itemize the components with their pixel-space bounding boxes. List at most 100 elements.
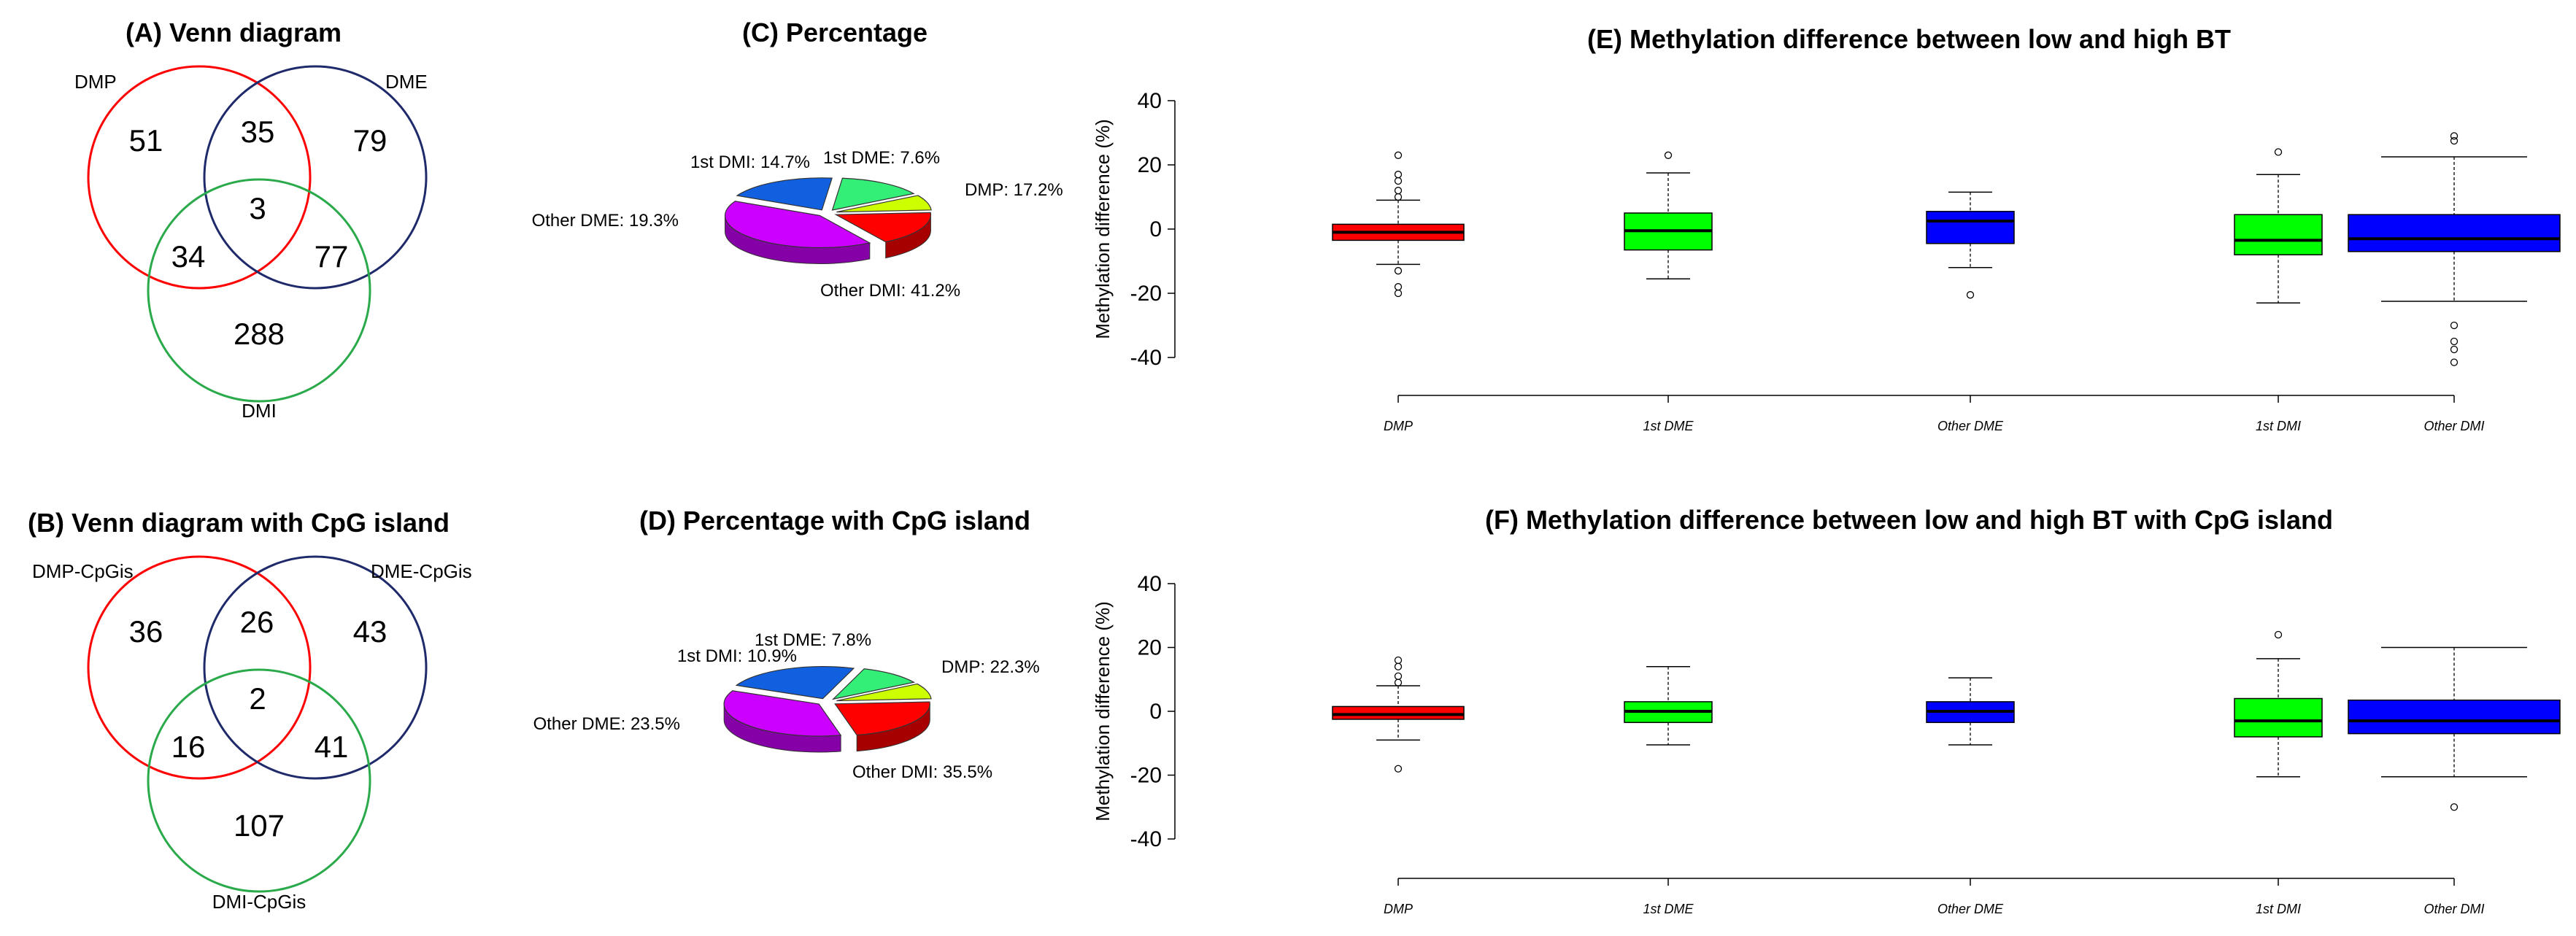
outlier-e-5-4 [2450,337,2459,346]
pie-c-label-1: DMP: 17.2% [965,180,1063,200]
venn-a-set-label-2: DME [385,71,428,93]
outlier-f-1-1 [1394,656,1403,665]
outlier-e-5-2 [2450,136,2459,145]
venn-diagram-b: (B) Venn diagram with CpG island DMP-CpG… [28,508,472,913]
box-f-3: Other DME [1926,677,2015,916]
x-category-label-e-3: Other DME [1937,419,2004,433]
y-axis-title-e: Methylation difference (%) [1092,119,1114,339]
venn-a-circle-3 [147,178,371,403]
x-category-label-e-2: 1st DME [1643,419,1694,433]
venn-b-count-1-3: 16 [171,730,206,764]
venn-a-count-center: 3 [249,191,266,225]
venn-b-circle-3 [147,668,371,893]
outlier-e-5-3 [2450,321,2459,330]
venn-b-count-only1: 36 [129,614,163,649]
pie-c-slice-5 [836,195,932,213]
venn-a-count-only2: 79 [353,123,387,158]
outlier-f-1-5 [1394,765,1403,773]
y-tick-label-f-3: 20 [1138,636,1162,660]
pie-d-label-4: 1st DMI: 10.9% [677,646,797,666]
pie-d-slice-2 [723,690,842,753]
pie-c-slice-2 [725,201,871,264]
outlier-e-1-1 [1394,151,1403,159]
venn-b-count-only3: 107 [234,808,285,843]
panel-c-title: (C) Percentage [742,18,928,47]
pie-d-label-1: DMP: 22.3% [941,657,1040,677]
x-category-label-f-4: 1st DMI [2256,902,2301,916]
box-e-3: Other DME [1926,191,2015,433]
pie-c-label-4: 1st DMI: 14.7% [690,152,810,172]
outlier-e-1-7 [1394,283,1403,291]
venn-a-circle-1 [87,65,312,290]
y-tick-label-e-0: -40 [1130,346,1162,370]
y-tick-label-f-2: 0 [1149,700,1162,724]
y-tick-label-f-0: -40 [1130,827,1162,851]
x-category-label-f-2: 1st DME [1643,902,1694,916]
outlier-f-4-1 [2274,630,2283,639]
outlier-e-1-2 [1394,171,1403,179]
venn-b-count-2-3: 41 [315,730,349,764]
y-tick-label-e-3: 20 [1138,153,1162,177]
boxplot-e: -40 -20 0 20 40 Methylation difference (%) DMP… [1092,89,2561,433]
box-e-5: Other DMI [2348,132,2561,433]
pie-c-label-3: Other DME: 19.3% [532,211,679,231]
x-category-label-e-5: Other DMI [2423,419,2484,433]
outlier-e-3-1 [1966,291,1975,299]
y-tick-label-e-1: -20 [1130,282,1162,306]
outlier-e-2-1 [1664,151,1673,159]
y-tick-label-e-4: 40 [1138,89,1162,113]
venn-a-count-1-3: 34 [171,239,206,274]
venn-b-circle-1 [87,555,312,780]
panel-a-title: (A) Venn diagram [126,18,342,47]
outlier-f-1-2 [1394,662,1403,670]
pie-d-slice-5 [836,683,932,702]
y-tick-label-f-4: 40 [1138,572,1162,596]
venn-diagram-a: (A) Venn diagram DMP DME DMI 51 35 79 3 … [74,18,428,422]
x-category-label-e-4: 1st DMI [2256,419,2301,433]
venn-b-set-label-1: DMP-CpGis [32,560,134,582]
outlier-f-1-3 [1394,672,1403,681]
pie-d-slice-1 [834,701,930,752]
y-axis-title-f: Methylation difference (%) [1092,601,1114,821]
outlier-e-1-5 [1394,193,1403,201]
pie-d-label-5: 1st DME: 7.8% [755,630,871,650]
pie-c-slice-3 [736,177,833,211]
box-f-2: 1st DME [1624,666,1713,916]
panel-f-title: (F) Methylation difference between low a… [1485,505,2333,535]
box-f-4: 1st DMI [2234,630,2323,916]
box-e-1: DMP [1332,151,1465,433]
venn-a-count-only1: 51 [129,123,163,158]
outlier-e-1-8 [1394,289,1403,298]
x-category-label-f-3: Other DME [1937,902,2004,916]
y-axis-e: -40 -20 0 20 40 Methylation difference (%) [1092,89,1176,370]
outlier-f-5-1 [2450,803,2459,811]
pie-d-label-3: Other DME: 23.5% [533,714,680,734]
venn-a-circle-2 [203,65,428,290]
x-category-label-f-1: DMP [1384,902,1413,916]
pie-d-slice-3 [735,666,855,700]
boxplot-f: -40 -20 0 20 40 Methylation difference (%) DMP… [1092,572,2561,916]
box-f-1: DMP [1332,656,1465,916]
panel-e-title: (E) Methylation difference between low a… [1587,24,2231,54]
pie-c-slice-4 [831,177,915,211]
venn-a-count-1-2: 35 [241,115,275,149]
outlier-e-5-1 [2450,132,2459,140]
venn-b-set-label-2: DME-CpGis [371,560,472,582]
y-axis-f: -40 -20 0 20 40 Methylation difference (%) [1092,572,1176,851]
pie-c-label-5: 1st DME: 7.6% [823,148,940,168]
venn-b-circle-2 [203,555,428,780]
venn-b-set-label-3: DMI-CpGis [212,891,306,913]
venn-a-set-label-1: DMP [74,71,117,93]
box-e-2: 1st DME [1624,151,1713,433]
outlier-e-1-3 [1394,177,1403,185]
box-f-5: Other DMI [2348,646,2561,916]
panel-d-title: (D) Percentage with CpG island [639,506,1030,535]
panel-b-title: (B) Venn diagram with CpG island [28,508,450,538]
venn-a-count-2-3: 77 [315,239,349,274]
outlier-e-4-1 [2274,148,2283,156]
pie-chart-c: DMP: 17.2% Other DMI: 41.2% Other DME: 19.… [532,148,1063,301]
venn-b-count-1-2: 26 [240,605,274,639]
venn-b-count-center: 2 [249,681,266,716]
venn-b-count-only2: 43 [353,614,387,649]
